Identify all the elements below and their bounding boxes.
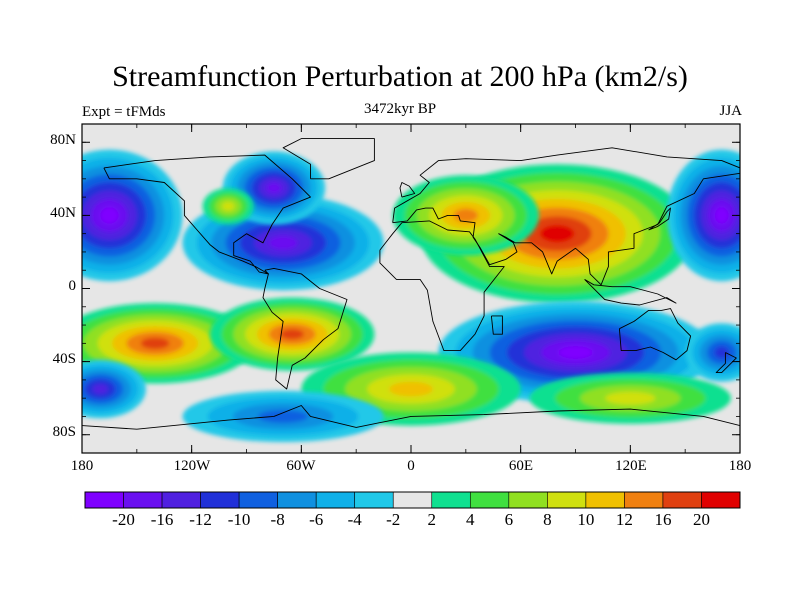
colorbar-label: -8 bbox=[270, 510, 285, 529]
contour-band bbox=[280, 328, 304, 340]
pressure-cell bbox=[685, 323, 740, 382]
coastline-africa bbox=[379, 220, 505, 352]
lat-tick-label: 80S bbox=[52, 424, 76, 440]
lon-tick-label: 120W bbox=[173, 458, 211, 474]
colorbar-swatch bbox=[84, 491, 124, 509]
experiment-label: Expt = tFMds bbox=[82, 104, 166, 120]
colorbar-swatch bbox=[123, 491, 163, 509]
colorbar-swatch bbox=[662, 491, 702, 509]
colorbar-swatch bbox=[431, 491, 471, 509]
contour-band bbox=[100, 207, 119, 224]
colorbar-swatch bbox=[161, 491, 201, 509]
coastline-greenland bbox=[282, 138, 375, 180]
colorbar-label: 6 bbox=[504, 510, 514, 529]
lon-tick-label: 60E bbox=[508, 458, 534, 474]
coastline-madagascar bbox=[490, 315, 503, 335]
pressure-cell bbox=[666, 149, 740, 282]
coastline-australia bbox=[618, 308, 692, 361]
colorbar-swatch bbox=[508, 491, 548, 509]
colorbar-swatch bbox=[200, 491, 240, 509]
colorbar-label: -20 bbox=[112, 510, 135, 529]
colorbar-swatch bbox=[354, 491, 394, 509]
colorbar-label: 2 bbox=[427, 510, 437, 529]
coastline-antarctica bbox=[82, 405, 740, 430]
colorbar-label: 4 bbox=[466, 510, 475, 529]
coastline-north-america bbox=[103, 154, 311, 275]
colorbar-swatch bbox=[392, 491, 433, 509]
colorbar-swatch bbox=[624, 491, 664, 509]
pressure-cell bbox=[209, 297, 375, 371]
season-label: JJA bbox=[719, 103, 742, 119]
colorbar-label: 10 bbox=[577, 510, 595, 529]
pressure-cell bbox=[82, 359, 146, 419]
pressure-cell bbox=[82, 149, 183, 282]
contour-band bbox=[558, 346, 593, 359]
contour-band bbox=[605, 391, 656, 405]
lon-tick-label: 120E bbox=[615, 458, 647, 474]
colorbar bbox=[84, 491, 741, 509]
colorbar-label: -16 bbox=[150, 510, 174, 529]
colorbar-label: 16 bbox=[654, 510, 672, 529]
coastline-new-zealand bbox=[715, 352, 737, 374]
pressure-cell bbox=[529, 372, 731, 424]
coastlines bbox=[82, 138, 740, 430]
colorbar-swatch bbox=[277, 491, 317, 509]
colorbar-swatch bbox=[547, 491, 587, 509]
contour-field bbox=[82, 124, 740, 453]
coastline-eurasia bbox=[392, 147, 740, 286]
contour-band bbox=[257, 410, 309, 423]
contour-band bbox=[389, 381, 433, 397]
lat-tick-label: 40N bbox=[50, 205, 76, 221]
lat-tick-label: 40S bbox=[52, 351, 76, 367]
colorbar-swatch bbox=[585, 491, 625, 509]
colorbar-label: -2 bbox=[386, 510, 401, 529]
pressure-cell bbox=[182, 390, 384, 443]
colorbar-swatch bbox=[315, 491, 356, 509]
pressure-cell bbox=[392, 175, 539, 256]
contour-band bbox=[714, 207, 729, 224]
colorbar-label: -10 bbox=[227, 510, 251, 529]
contour-band bbox=[714, 346, 730, 359]
lon-tick-label: 180 bbox=[70, 458, 94, 474]
colorbar-swatch bbox=[469, 491, 510, 509]
contour-band bbox=[140, 337, 170, 350]
colorbar-swatch bbox=[701, 491, 741, 509]
colorbar-frame bbox=[84, 491, 741, 509]
lat-tick-label: 80N bbox=[50, 132, 76, 148]
axis-ticks bbox=[81, 124, 741, 453]
pressure-cell bbox=[82, 303, 256, 384]
pressure-cell bbox=[301, 352, 521, 426]
figure-title: Streamfunction Perturbation at 200 hPa (… bbox=[112, 60, 688, 93]
contour-band bbox=[221, 201, 235, 211]
colorbar-label: -12 bbox=[189, 510, 212, 529]
pressure-cell bbox=[202, 187, 254, 225]
lon-tick-label: 180 bbox=[728, 458, 752, 474]
colorbar-label: 12 bbox=[615, 510, 633, 529]
colorbar-label: 20 bbox=[692, 510, 710, 529]
coastline-south-america bbox=[262, 267, 348, 390]
coastline-uk bbox=[399, 182, 416, 198]
lon-tick-label: 60W bbox=[286, 458, 316, 474]
lat-tick-label: 0 bbox=[68, 278, 77, 294]
colorbar-swatch bbox=[238, 491, 278, 509]
coastline-japan bbox=[648, 207, 671, 231]
colorbar-label: 8 bbox=[543, 510, 552, 529]
contour-band bbox=[266, 182, 282, 194]
colorbar-label: -4 bbox=[347, 510, 362, 529]
contour-band bbox=[540, 224, 575, 243]
colorbar-label: -6 bbox=[309, 510, 324, 529]
time-label: 3472kyr BP bbox=[363, 101, 437, 117]
coastline-indonesia bbox=[584, 279, 677, 306]
contour-band bbox=[92, 384, 108, 394]
contour-band bbox=[268, 236, 298, 250]
lon-tick-label: 0 bbox=[407, 458, 415, 474]
